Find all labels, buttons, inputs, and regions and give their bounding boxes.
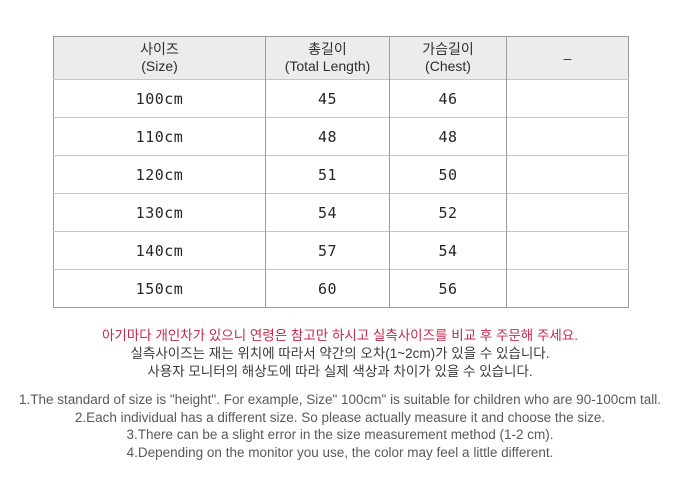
- total-length-cell: 45: [265, 79, 390, 118]
- chest-cell: 50: [389, 155, 507, 194]
- size-cell: 150cm: [53, 269, 266, 308]
- header-label-ko: 가슴길이: [422, 41, 474, 57]
- note-monitor-color: 사용자 모니터의 해상도에 따라 실제 색상과 차이가 있을 수 있습니다.: [147, 364, 533, 379]
- english-note-4: 4.Depending on the monitor you use, the …: [126, 444, 554, 460]
- table-row: 120cm 51 50: [53, 155, 629, 194]
- blank-cell: [506, 155, 629, 194]
- size-cell: 140cm: [53, 231, 266, 270]
- chest-cell: 56: [389, 269, 507, 308]
- table-row: 130cm 54 52: [53, 193, 629, 232]
- english-notes: 1.The standard of size is "height". For …: [0, 391, 680, 461]
- chest-cell: 48: [389, 117, 507, 156]
- table-row: 140cm 57 54: [53, 231, 629, 270]
- total-length-cell: 48: [265, 117, 390, 156]
- chest-cell: 46: [389, 79, 507, 118]
- total-length-cell: 60: [265, 269, 390, 308]
- header-label-ko: 총길이: [308, 41, 347, 57]
- chest-cell: 52: [389, 193, 507, 232]
- size-chart-table: 사이즈 (Size) 총길이 (Total Length) 가슴길이 (Ches…: [53, 36, 629, 308]
- total-length-cell: 54: [265, 193, 390, 232]
- note-measure-tolerance: 실측사이즈는 재는 위치에 따라서 약간의 오차(1~2cm)가 있을 수 있습…: [130, 346, 550, 361]
- column-header-blank: –: [506, 36, 629, 80]
- table-row: 110cm 48 48: [53, 117, 629, 156]
- column-header-total-length: 총길이 (Total Length): [265, 36, 390, 80]
- korean-notes: 아기마다 개인차가 있으니 연령은 참고만 하시고 실측사이즈를 비교 후 주문…: [0, 327, 680, 381]
- table-header-row: 사이즈 (Size) 총길이 (Total Length) 가슴길이 (Ches…: [53, 36, 629, 80]
- table-row: 150cm 60 56: [53, 269, 629, 308]
- header-label-ko: 사이즈: [140, 41, 179, 57]
- column-header-chest: 가슴길이 (Chest): [389, 36, 507, 80]
- total-length-cell: 51: [265, 155, 390, 194]
- size-cell: 130cm: [53, 193, 266, 232]
- blank-cell: [506, 193, 629, 232]
- total-length-cell: 57: [265, 231, 390, 270]
- blank-cell: [506, 117, 629, 156]
- column-header-size: 사이즈 (Size): [53, 36, 266, 80]
- size-cell: 110cm: [53, 117, 266, 156]
- header-label-ko: –: [563, 49, 572, 66]
- size-cell: 120cm: [53, 155, 266, 194]
- english-note-1: 1.The standard of size is "height". For …: [19, 392, 661, 407]
- header-label-en: (Chest): [425, 58, 471, 74]
- blank-cell: [506, 231, 629, 270]
- header-label-en: (Total Length): [284, 58, 371, 74]
- header-label-en: (Size): [141, 58, 178, 74]
- blank-cell: [506, 79, 629, 118]
- blank-cell: [506, 269, 629, 308]
- size-cell: 100cm: [53, 79, 266, 118]
- chest-cell: 54: [389, 231, 507, 270]
- english-note-3: 3.There can be a slight error in the siz…: [126, 427, 554, 442]
- english-note-2: 2.Each individual has a different size. …: [74, 409, 606, 425]
- table-row: 100cm 45 46: [53, 79, 629, 118]
- note-highlight: 아기마다 개인차가 있으니 연령은 참고만 하시고 실측사이즈를 비교 후 주문…: [102, 328, 578, 343]
